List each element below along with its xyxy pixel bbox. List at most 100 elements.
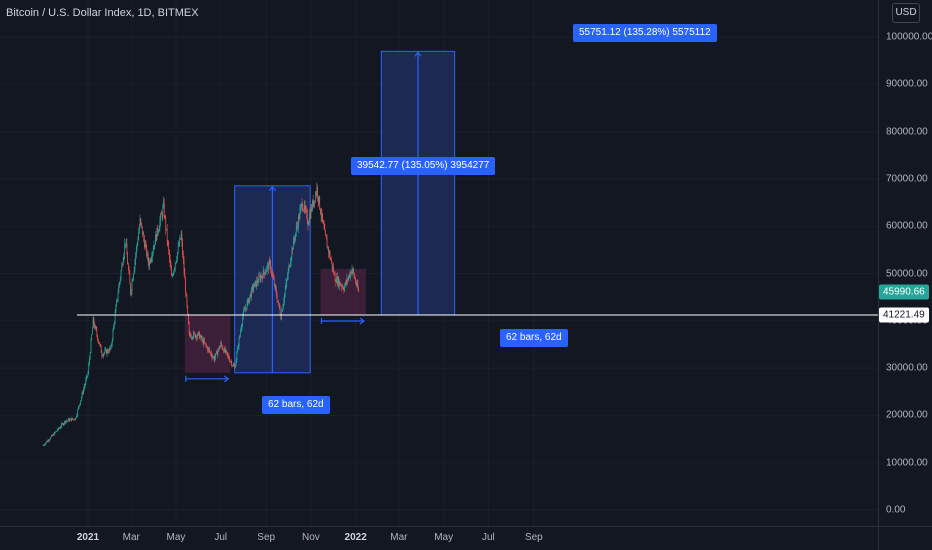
candle-body <box>265 272 266 275</box>
candle-body <box>312 200 313 211</box>
candle-body <box>164 217 166 218</box>
candle-body <box>286 279 288 283</box>
candle-body <box>280 314 282 320</box>
candle-body <box>191 337 193 339</box>
candle-body <box>141 226 143 235</box>
candle-body <box>264 272 266 275</box>
date-range-arrow-head-3 <box>359 317 365 325</box>
candle-body <box>276 289 277 297</box>
candle-body <box>221 345 223 349</box>
currency-button[interactable]: USD <box>892 3 920 23</box>
candle-body <box>224 348 225 353</box>
candle-body <box>333 267 335 274</box>
candle-body <box>348 274 350 278</box>
candle-body <box>100 346 102 353</box>
candle-body <box>337 277 339 285</box>
candle-body <box>177 251 178 259</box>
candle-body <box>136 243 138 248</box>
candle-body <box>313 200 315 206</box>
candle-body <box>92 317 94 329</box>
candle-body <box>248 298 249 304</box>
candle-body <box>87 372 89 376</box>
candle-body <box>312 200 314 206</box>
candle-body <box>324 228 326 232</box>
candle-body <box>151 257 153 260</box>
candle-body <box>106 349 108 354</box>
time-axis-label: Sep <box>524 532 543 543</box>
candle-body <box>169 250 170 259</box>
candle-body <box>95 326 97 330</box>
candle-body <box>235 365 236 368</box>
candle-body <box>331 260 332 262</box>
candle-body <box>94 324 95 329</box>
candle-body <box>45 441 47 444</box>
candle-body <box>59 427 61 429</box>
candle-body <box>169 258 171 264</box>
candle-body <box>278 302 280 304</box>
measure-label-2[interactable]: 55751.12 (135.28%) 5575112 <box>573 24 717 42</box>
candle-body <box>206 345 208 347</box>
candle-body <box>182 242 183 256</box>
candle-body <box>268 260 270 270</box>
candle-body <box>94 326 96 329</box>
candle-body <box>210 352 212 356</box>
candle-body <box>92 328 93 335</box>
candle-body <box>218 347 220 349</box>
candle-body <box>81 397 82 401</box>
candle-body <box>113 325 115 331</box>
candle-body <box>217 350 219 356</box>
candle-body <box>336 276 338 285</box>
candle-body <box>61 423 63 425</box>
date-range-box-1[interactable] <box>184 315 231 373</box>
candle-body <box>177 245 179 252</box>
candle-body <box>152 252 153 258</box>
range-label-1[interactable]: 62 bars, 62d <box>262 396 330 414</box>
candle-body <box>141 222 142 227</box>
candle-body <box>157 227 159 233</box>
candle-body <box>236 352 238 360</box>
candle-body <box>220 342 222 347</box>
candle-body <box>268 264 269 270</box>
price-axis-label: 20000.00 <box>886 409 928 421</box>
candle-body <box>273 279 275 286</box>
candle-body <box>207 348 209 351</box>
candle-body <box>196 335 197 339</box>
candle-body <box>159 220 161 229</box>
candle-body <box>226 352 228 355</box>
time-axis-label: 2022 <box>344 532 367 543</box>
candle-body <box>122 260 124 266</box>
candle-body <box>354 277 356 280</box>
candle-body <box>114 312 116 323</box>
candle-body <box>332 267 334 269</box>
candle-body <box>186 295 188 306</box>
candle-body <box>238 337 240 347</box>
candle-body <box>251 288 252 298</box>
candle-body <box>50 435 52 437</box>
date-range-box-3[interactable] <box>320 268 366 316</box>
candle-body <box>304 204 306 210</box>
candle-body <box>73 418 75 420</box>
candle-body <box>290 257 292 263</box>
candle-body <box>326 239 328 248</box>
candle-body <box>259 276 260 277</box>
candle-body <box>139 218 141 227</box>
candle-body <box>345 281 347 284</box>
candle-body <box>226 350 227 353</box>
candle-body <box>135 254 137 261</box>
candle-body <box>267 264 269 267</box>
measure-label-1[interactable]: 39542.77 (135.05%) 3954277 <box>351 157 496 175</box>
price-axis-label: 60000.00 <box>886 220 928 232</box>
candle-body <box>195 335 197 338</box>
candle-body <box>309 214 310 223</box>
candle-body <box>75 416 77 418</box>
range-label-2[interactable]: 62 bars, 62d <box>500 329 568 347</box>
candle-body <box>356 282 357 286</box>
candle-body <box>192 337 194 339</box>
candle-body <box>147 253 149 262</box>
candle-body <box>138 226 140 233</box>
price-axis-label: 50000.00 <box>886 268 928 279</box>
candle-body <box>335 281 337 283</box>
candle-body <box>257 280 258 283</box>
candle-body <box>179 238 181 246</box>
